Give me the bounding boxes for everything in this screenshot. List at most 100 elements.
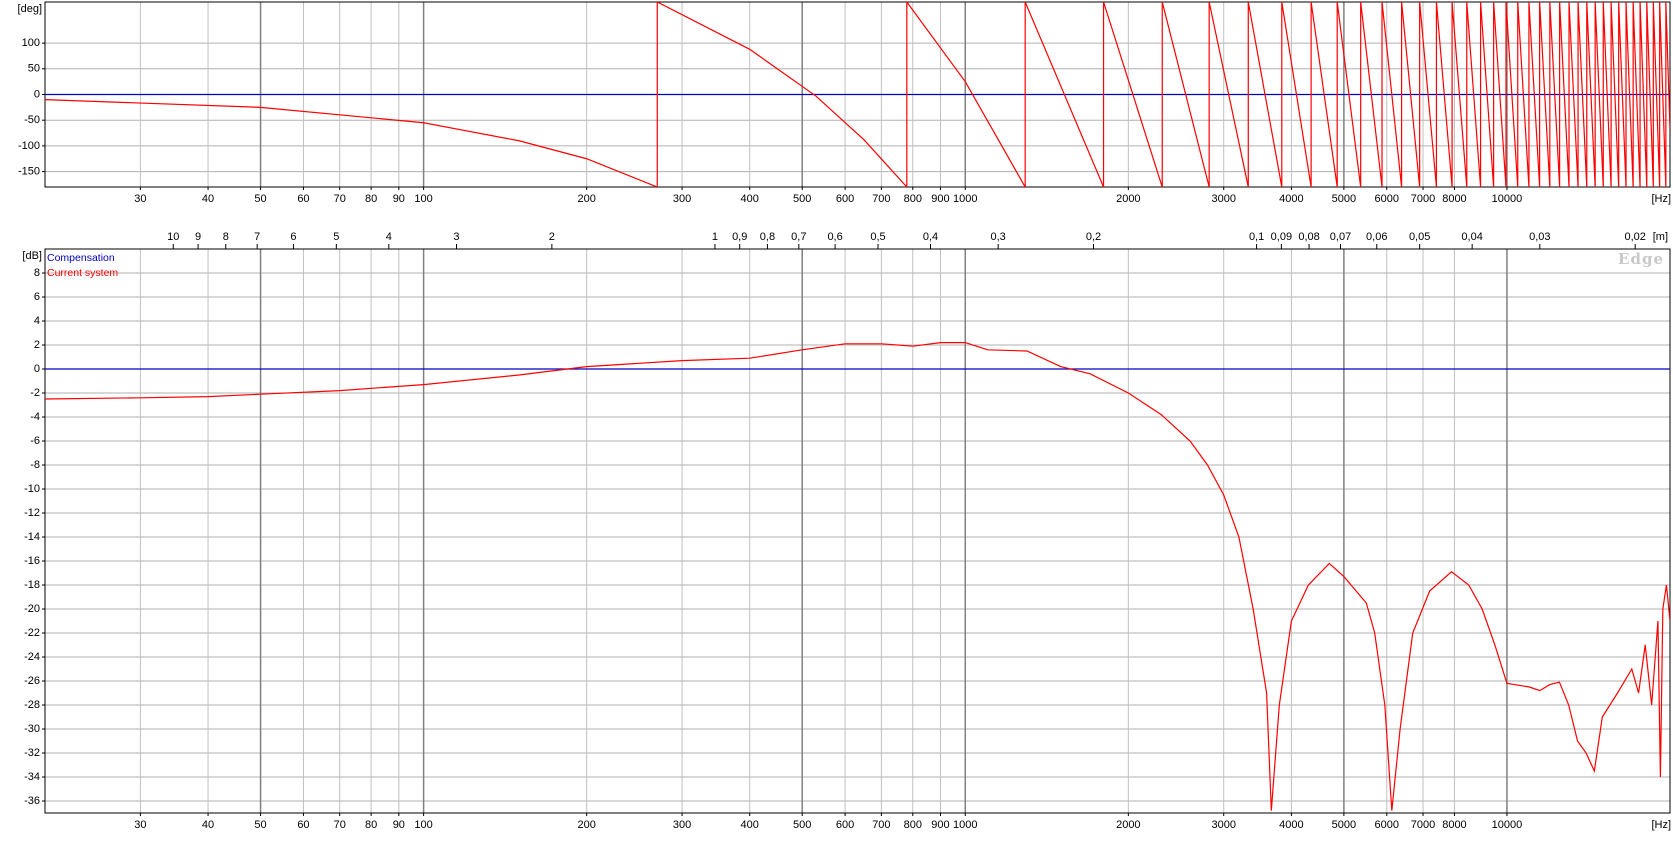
y-tick-label: 0 (34, 88, 40, 100)
x2-tick-label: 0,4 (923, 231, 938, 243)
x2-tick-label: 0,03 (1529, 231, 1550, 243)
x-tick-label: 50 (254, 819, 266, 831)
x-tick-label: 100 (414, 193, 432, 205)
y-tick-label: -18 (24, 579, 40, 591)
x-tick-label: 4000 (1279, 819, 1303, 831)
x2-tick-label: 0,7 (791, 231, 806, 243)
x2-tick-label: 4 (386, 231, 392, 243)
x2-tick-label: 5 (333, 231, 339, 243)
y-tick-label: -14 (24, 531, 40, 543)
x2-tick-label: 0,1 (1249, 231, 1264, 243)
x2-tick-label: 0,06 (1366, 231, 1387, 243)
x-tick-label: 10000 (1492, 193, 1523, 205)
x-tick-label: 700 (872, 819, 890, 831)
x-tick-label: 600 (836, 193, 854, 205)
x2-tick-label: 0,07 (1330, 231, 1351, 243)
x-tick-label: 100 (414, 819, 432, 831)
y-tick-label: 4 (34, 315, 40, 327)
y-tick-label: -150 (18, 165, 40, 177)
x2-tick-label: 0,08 (1298, 231, 1319, 243)
x-tick-label: 500 (793, 193, 811, 205)
y-tick-label: 6 (34, 291, 40, 303)
x-tick-label: 70 (334, 819, 346, 831)
x-tick-label: 1000 (953, 193, 977, 205)
x-tick-label: 7000 (1411, 193, 1435, 205)
y-tick-label: -6 (30, 435, 40, 447)
y-axis-unit: [dB] (22, 250, 42, 262)
x-tick-label: 200 (577, 819, 595, 831)
y-tick-label: -28 (24, 699, 40, 711)
x-tick-label: 80 (365, 819, 377, 831)
chart-panel: 8 6 4 2 0 -2 -4 -6 -8 -10 -12 -14 -16 -18 -20 -22 -24 -26… (22, 231, 1671, 831)
x-tick-label: 700 (872, 193, 890, 205)
x-tick-label: 900 (931, 193, 949, 205)
x-tick-label: 500 (793, 819, 811, 831)
x-tick-label: 10000 (1492, 819, 1523, 831)
x-tick-label: 60 (297, 193, 309, 205)
y-tick-label: -24 (24, 651, 40, 663)
y-tick-label: -30 (24, 723, 40, 735)
watermark: Edge (1618, 250, 1664, 268)
x-tick-label: 30 (134, 819, 146, 831)
x-axis-unit: [Hz] (1651, 819, 1671, 831)
x-tick-label: 6000 (1375, 819, 1399, 831)
x2-tick-label: 0,02 (1624, 231, 1645, 243)
x-tick-label: 4000 (1279, 193, 1303, 205)
y-tick-label: 0 (34, 363, 40, 375)
x-tick-label: 400 (741, 819, 759, 831)
x2-tick-label: 0,2 (1086, 231, 1101, 243)
x-tick-label: 300 (673, 193, 691, 205)
x2-tick-label: 0,6 (827, 231, 842, 243)
x2-tick-label: 0,09 (1271, 231, 1292, 243)
x-tick-label: 300 (673, 819, 691, 831)
y-tick-label: -100 (18, 140, 40, 152)
y-tick-label: 2 (34, 339, 40, 351)
x2-tick-label: 9 (195, 231, 201, 243)
x-tick-label: 7000 (1411, 819, 1435, 831)
x-tick-label: 2000 (1116, 193, 1140, 205)
y-tick-label: 8 (34, 267, 40, 279)
x2-tick-label: 6 (290, 231, 296, 243)
y-tick-label: -32 (24, 747, 40, 759)
x-tick-label: 900 (931, 819, 949, 831)
x2-tick-label: 0,05 (1409, 231, 1430, 243)
legend-entry: Current system (47, 267, 118, 279)
y-tick-label: -12 (24, 507, 40, 519)
x-tick-label: 40 (202, 819, 214, 831)
x2-tick-label: 0,3 (991, 231, 1006, 243)
x2-tick-label: 8 (223, 231, 229, 243)
x-tick-label: 1000 (953, 819, 977, 831)
x2-axis-unit: [m] (1653, 231, 1668, 243)
x-tick-label: 200 (577, 193, 595, 205)
x-tick-label: 60 (297, 819, 309, 831)
x-tick-label: 6000 (1375, 193, 1399, 205)
y-tick-label: -16 (24, 555, 40, 567)
x-tick-label: 3000 (1211, 819, 1235, 831)
x-tick-label: 80 (365, 193, 377, 205)
x2-tick-label: 0,8 (760, 231, 775, 243)
x-tick-label: 70 (334, 193, 346, 205)
x-tick-label: 40 (202, 193, 214, 205)
y-tick-label: -10 (24, 483, 40, 495)
x-tick-label: 90 (393, 819, 405, 831)
legend-entry: Compensation (47, 252, 115, 264)
x-tick-label: 600 (836, 819, 854, 831)
x-tick-label: 800 (904, 819, 922, 831)
y-tick-label: -22 (24, 627, 40, 639)
x-tick-label: 2000 (1116, 819, 1140, 831)
x-tick-label: 8000 (1442, 193, 1466, 205)
y-tick-label: 50 (28, 63, 40, 75)
x-axis-unit: [Hz] (1651, 193, 1671, 205)
y-axis-unit: [deg] (18, 3, 42, 15)
y-tick-label: -26 (24, 675, 40, 687)
x2-tick-label: 1 (712, 231, 718, 243)
x2-tick-label: 2 (549, 231, 555, 243)
x-tick-label: 90 (393, 193, 405, 205)
y-tick-label: 100 (22, 37, 40, 49)
y-tick-label: -36 (24, 795, 40, 807)
x-tick-label: 5000 (1332, 819, 1356, 831)
